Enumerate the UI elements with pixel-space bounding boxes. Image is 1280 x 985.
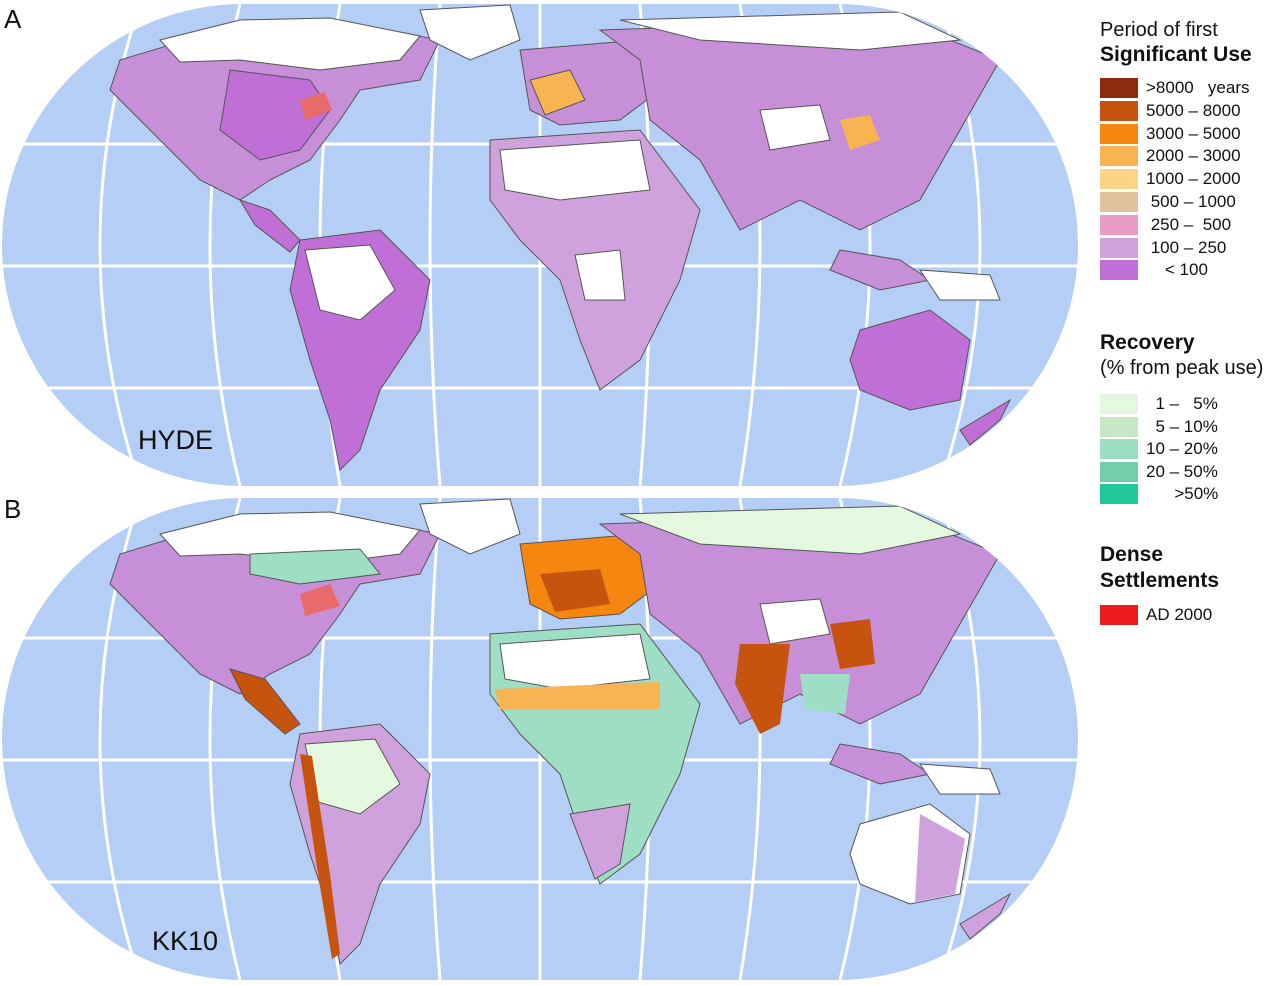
legend-significant-use-swatch [1100,78,1138,98]
dataset-label-kk10: KK10 [152,926,219,956]
legend-recovery-swatch [1100,461,1138,482]
legend-recovery-item: 1 – 5% [1100,393,1218,415]
legend-significant-use-item: 2000 – 3000 [1100,145,1241,167]
legend-significant-use-label: 3000 – 5000 [1146,123,1241,143]
legend-significant-use-swatch [1100,146,1138,167]
legend-significant-use-label: 5000 – 8000 [1146,100,1241,120]
legend-significant-use-label: 500 – 1000 [1146,192,1236,211]
dataset-label-hyde: HYDE [138,425,214,455]
legend-significant-use-label: 250 – 500 [1146,214,1232,234]
legend-recovery-label: 10 – 20% [1146,439,1218,458]
legend-significant-use-label: 1000 – 2000 [1146,169,1241,189]
legend-dense-swatch [1100,605,1138,625]
legend-recovery-swatch [1100,394,1138,414]
legend-significant-use-item: < 100 [1100,259,1208,281]
world-map-a [2,4,1078,486]
legend-recovery-item: 10 – 20% [1100,438,1218,460]
legend-recovery-swatch [1100,439,1138,459]
legend-recovery: Recovery (% from peak use) [1100,330,1263,380]
legend-recovery-item: >50% [1100,483,1218,505]
legend-title-recovery: Recovery [1100,331,1195,354]
legend-recovery-label: 20 – 50% [1146,461,1218,481]
legend-dense-label: AD 2000 [1146,605,1213,624]
legend-recovery-label: 5 – 10% [1146,416,1218,436]
legend-significant-use-swatch [1100,123,1138,144]
legend-significant-use: Period of first Significant Use [1100,18,1252,68]
legend-significant-use-label: 2000 – 3000 [1146,146,1241,166]
legend-significant-use-label: < 100 [1146,260,1208,280]
australia-a [849,309,971,411]
legend-significant-use-item: 250 – 500 [1100,214,1231,236]
map-panel-b: B KK10 [0,494,1080,985]
legend-significant-use-swatch [1100,214,1138,235]
legend-title-settlements: Settlements [1100,569,1220,592]
greenland-a [419,4,521,61]
legend-dense-settlements: Dense Settlements [1100,542,1219,594]
legend-recovery-label: 1 – 5% [1146,394,1218,413]
panel-letter-a: A [4,4,22,34]
legend-significant-use-item: 5000 – 8000 [1100,100,1241,122]
legend-significant-use-label: 100 – 250 [1146,237,1227,257]
greenland-b [419,498,521,555]
legend-recovery-swatch [1100,484,1138,504]
map-panel-a: A HYDE [0,0,1080,490]
legend-dense-item: AD 2000 [1100,604,1212,626]
panel-letter-b: B [4,494,22,524]
legend-significant-use-label: >8000 years [1146,78,1250,97]
legend-recovery-item: 20 – 50% [1100,461,1218,483]
legend-recovery-swatch [1100,416,1138,437]
legend-significant-use-swatch [1100,237,1138,258]
legend-significant-use-item: 100 – 250 [1100,237,1226,259]
legend-significant-use-swatch [1100,260,1138,281]
legend-recovery-label: >50% [1146,484,1219,503]
legend-significant-use-item: 500 – 1000 [1100,191,1236,213]
legend-significant-use-swatch [1100,169,1138,190]
legend-significant-use-swatch [1100,100,1138,121]
legend-significant-use-swatch [1100,192,1138,212]
legend-significant-use-item: 1000 – 2000 [1100,168,1241,190]
legend-significant-use-item: >8000 years [1100,77,1250,99]
legend-title-dense: Dense [1100,543,1164,566]
legend-title-period: Period of first [1100,19,1218,41]
world-map-b [2,498,1078,980]
legend-recovery-item: 5 – 10% [1100,416,1218,438]
legend-subtitle-recovery: (% from peak use) [1100,357,1264,379]
legend-significant-use-item: 3000 – 5000 [1100,123,1241,145]
legend-title-significant-use: Significant Use [1100,43,1252,66]
